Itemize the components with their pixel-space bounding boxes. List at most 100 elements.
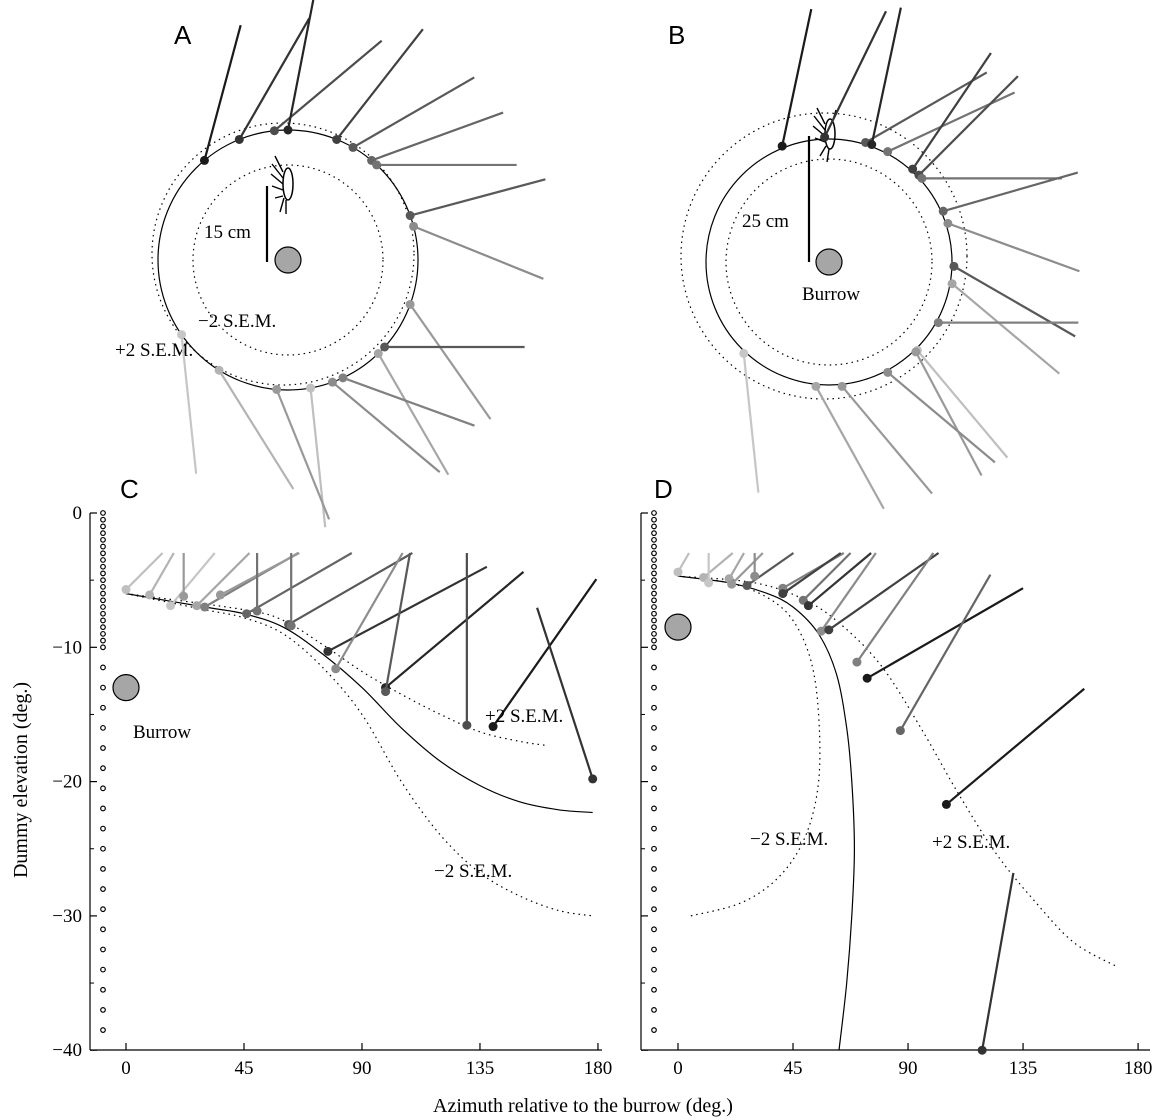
y-axis-label: Dummy elevation (deg.) [10, 682, 32, 878]
panel-c-point [145, 590, 155, 600]
panel-d-point [816, 626, 826, 636]
panel-d-heading-line [802, 552, 852, 602]
panel-d-elevation-dot [651, 624, 657, 631]
panel-c-heading-line [196, 552, 251, 607]
panel-d-elevation-dot [651, 597, 657, 604]
panel-c-elevation-dot [100, 684, 106, 691]
panel-d-point [750, 571, 760, 581]
panel-c-heading-line [384, 571, 525, 689]
panel-a-burrow-marker [274, 246, 302, 274]
panel-a-point [338, 373, 348, 383]
panel-d-mean-curve [677, 575, 856, 1051]
panel-c-x-tick-label: 90 [352, 1058, 371, 1079]
panel-d-point [824, 625, 834, 635]
panel-a-heading-line [409, 178, 546, 217]
panel-d-elevation-dot [651, 570, 657, 577]
panel-d-elevation-dot [651, 724, 657, 731]
panel-c-y-tick-label: −10 [52, 637, 82, 658]
panel-d-point [727, 579, 737, 589]
panel-b-point [908, 164, 918, 174]
panel-a-point [409, 221, 419, 231]
panel-b-burrow-label: Burrow [802, 284, 860, 305]
panel-c-elevation-dot [100, 805, 106, 812]
panel-c-elevation-dot [100, 557, 106, 563]
panel-b-heading-line [781, 8, 813, 147]
panel-c-elevation-dot [100, 604, 106, 610]
panel-d-elevation-dot [651, 664, 657, 671]
panel-c-point [242, 609, 252, 619]
panel-d-elevation-dot [651, 785, 657, 792]
panel-c-minus2sem-curve [125, 593, 593, 917]
panel-d-point [673, 567, 683, 577]
panel-b-point [943, 218, 953, 228]
panel-d-elevation-dot [651, 604, 657, 610]
panel-c-point [588, 774, 598, 784]
panel-d-heading-line [807, 552, 872, 607]
panel-c-point [121, 585, 131, 595]
panel-c-elevation-dot [100, 510, 106, 516]
panel-c-heading-line [536, 607, 594, 780]
panel-d-heading-line [782, 552, 842, 595]
panel-b-point [883, 367, 893, 377]
panel-b-heading-line [947, 222, 1080, 273]
panel-d-elevation-dot [651, 805, 657, 812]
panel-d-minus2sem-curve [677, 575, 821, 917]
panel-a-heading-line [335, 28, 424, 141]
panel-c-x-tick-label: 45 [234, 1058, 253, 1079]
panel-c-elevation-dot [100, 986, 106, 993]
panel-a-point [177, 330, 187, 340]
panel-d-point [742, 581, 752, 591]
panel-a-point [373, 349, 383, 359]
panel-a-point [214, 365, 224, 375]
panel-b-heading-line [823, 10, 887, 138]
panel-d-heading-line [866, 587, 1024, 680]
panel-a-letter: A [174, 20, 192, 50]
panel-a-heading-line [371, 111, 504, 162]
panel-a-point [269, 126, 279, 136]
panel-c-heading-line [219, 552, 300, 596]
panel-c-y-tick-label: −40 [52, 1040, 82, 1061]
panel-b-point [938, 206, 948, 216]
panel-d-minus2sem-label: −2 S.E.M. [750, 829, 828, 850]
panel-c-x-tick-label: 135 [466, 1058, 495, 1079]
panel-d-elevation-dot [651, 644, 657, 651]
panel-a-point [199, 155, 209, 165]
panel-b-heading-line [911, 52, 992, 170]
panel-d-elevation-dot [651, 986, 657, 993]
panel-a-heading-line [273, 39, 383, 132]
panel-d: 0 45 90 135 180 −2 S.E.M. +2 S.E.M. [640, 510, 1152, 1079]
panel-d-burrow-marker [664, 613, 692, 641]
panel-a-heading-line [409, 303, 492, 420]
panel-c-elevation-dot [100, 583, 106, 590]
panel-c-elevation-dot [100, 1027, 106, 1033]
panel-c-minus2sem-label: −2 S.E.M. [434, 861, 512, 882]
panel-b-heading-line [953, 265, 1076, 338]
panel-b-burrow-marker [815, 248, 843, 276]
panel-b-point [820, 132, 830, 142]
panel-c-elevation-dot [100, 637, 106, 644]
panel-c-elevation-dot [100, 624, 106, 631]
panel-d-elevation-dot [651, 637, 657, 644]
panel-d-heading-line [981, 872, 1015, 1051]
panel-d-x-tick-label: 0 [673, 1058, 683, 1079]
panel-c-point [462, 720, 472, 730]
panel-d-point [895, 726, 905, 736]
panel-d-point [778, 589, 788, 599]
panel-d-elevation-dot [651, 684, 657, 691]
panel-c-elevation-dot [100, 523, 106, 530]
panel-d-elevation-dot [651, 926, 657, 933]
panel-d-elevation-dot [651, 516, 657, 523]
panel-d-elevation-dot [651, 577, 657, 584]
panel-d-point [803, 601, 813, 611]
panel-d-elevation-dot [651, 550, 657, 557]
panel-b-mean-circle [705, 138, 953, 386]
panel-c-elevation-dot [100, 577, 106, 584]
panel-d-point [862, 673, 872, 683]
panel-c-heading-line [334, 552, 404, 670]
panel-b-letter: B [668, 20, 685, 50]
panel-d-elevation-dot [651, 523, 657, 530]
panel-c-point [166, 601, 176, 611]
panel-b-heading-line [864, 71, 988, 144]
panel-d-elevation-dot [651, 745, 657, 751]
